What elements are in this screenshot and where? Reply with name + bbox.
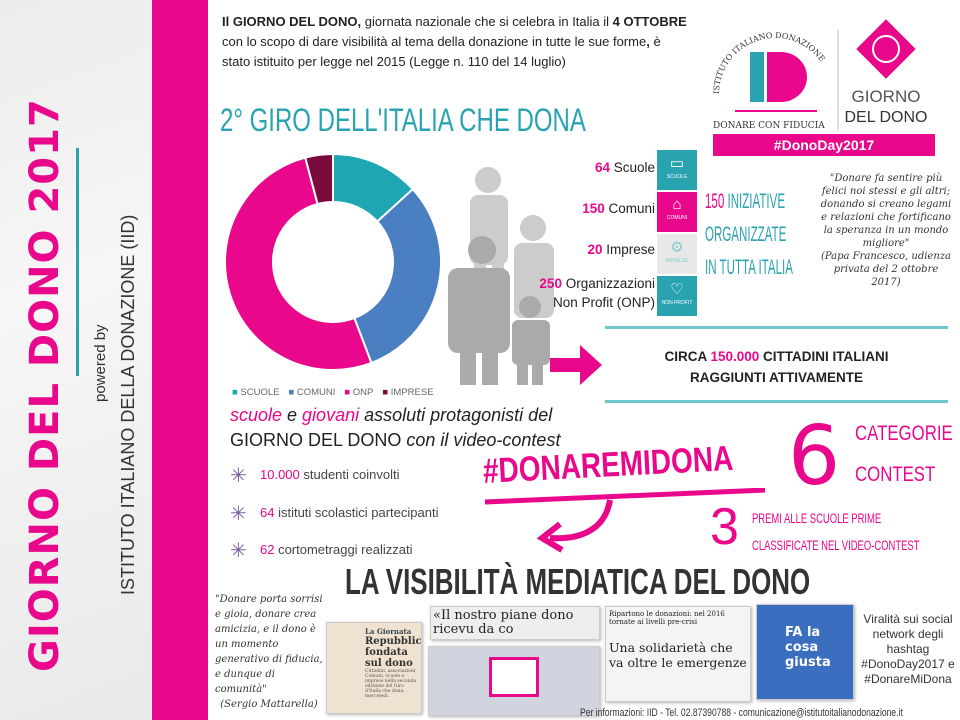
legend-item-scuole: ■ SCUOLE xyxy=(232,387,280,398)
svg-text:DEL DONO: DEL DONO xyxy=(845,109,928,126)
tv-show-photo: FA la cosa giusta xyxy=(756,604,854,700)
divider xyxy=(605,400,948,403)
prizes-label: PREMI ALLE SCUOLE PRIME xyxy=(752,511,882,526)
stat-onp: 250 Organizzazioni Non Profit (ONP) xyxy=(539,276,655,310)
categories-label: CATEGORIE xyxy=(855,422,953,445)
asterisk-icon: ✳ xyxy=(230,503,247,525)
donut-slice-onp xyxy=(224,156,373,371)
press-clipping-pianeta: «Il nostro piane dono ricevu da co xyxy=(430,606,600,640)
main-title: GIORNO DEL DONO 2017 xyxy=(22,98,68,672)
prizes-number: 3 xyxy=(710,498,739,556)
intro-text: Il GIORNO DEL DONO, giornata nazionale c… xyxy=(222,14,687,69)
svg-text:#DonoDay2017: #DonoDay2017 xyxy=(774,137,875,153)
mattarella-quote: "Donare porta sorrisi e gioia, donare cr… xyxy=(215,594,323,710)
social-virality-text: Viralità sui social network degli hashta… xyxy=(861,612,955,686)
legend-item-comuni: ■ COMUNI xyxy=(288,387,336,398)
bullet-students: ✳ 10.000 studenti coinvolti xyxy=(230,465,400,487)
prizes-label-2: CLASSIFICATE NEL VIDEO-CONTEST xyxy=(752,538,920,553)
protagonists-text: scuole e giovani assoluti protagonisti d… xyxy=(230,405,561,450)
gears-icon: ⚙ IMPRESE xyxy=(657,234,697,274)
building-icon: ⌂ COMUNI xyxy=(657,192,697,232)
stat-scuole: 64 Scuole xyxy=(594,160,655,175)
pope-quote: "Donare fa sentire più felici noi stessi… xyxy=(820,173,952,288)
stat-imprese: 20 Imprese xyxy=(587,242,655,257)
divider xyxy=(605,326,948,329)
asterisk-icon: ✳ xyxy=(230,465,247,487)
arrow-right-icon xyxy=(550,345,602,385)
people-figures-icon xyxy=(448,167,554,385)
powered-by: powered by xyxy=(92,324,109,402)
press-clipping-repubblica: La Giornata Repubblica fondata sul dono … xyxy=(326,622,422,714)
footer-contact: Per informazioni: IID - Tel. 02.87390788… xyxy=(580,707,903,719)
svg-text:DONARE CON FIDUCIA: DONARE CON FIDUCIA xyxy=(713,121,825,131)
donut-chart xyxy=(224,152,442,371)
heart-icon: ♡ NON PROFIT xyxy=(657,276,697,316)
legend-item-imprese: ■ IMPRESE xyxy=(382,387,434,398)
chart-legend: ■ SCUOLE ■ COMUNI ■ ONP ■ IMPRESE xyxy=(232,387,443,398)
pink-band xyxy=(152,0,208,720)
donut-slice-comuni xyxy=(353,187,442,365)
bullet-videos: ✳ 62 cortometraggi realizzati xyxy=(230,540,413,562)
tv-studio-photo xyxy=(428,646,600,716)
asterisk-icon: ✳ xyxy=(230,540,247,562)
legend-item-onp: ■ ONP xyxy=(344,387,374,398)
bullet-schools: ✳ 64 istituti scolastici partecipanti xyxy=(230,503,439,525)
stat-comuni: 150 Comuni xyxy=(582,201,655,216)
curved-arrow-icon xyxy=(484,488,766,553)
institute-name: ISTITUTO ITALIANO DELLA DONAZIONE (IID) xyxy=(118,214,138,595)
visibility-title: LA VISIBILITÀ MEDIATICA DEL DONO xyxy=(345,561,811,602)
giro-title: 2° GIRO DELL'ITALIA CHE DONA xyxy=(220,102,586,138)
divider xyxy=(76,148,79,376)
donut-slice-imprese xyxy=(304,152,334,206)
citizens-reached: CIRCA 150.000 CITTADINI ITALIANI RAGGIUNT… xyxy=(664,349,889,385)
contest-label: CONTEST xyxy=(855,463,936,486)
svg-text:GIORNO: GIORNO xyxy=(852,87,921,106)
logo: ISTITUTO ITALIANO DONAZIONE DONARE CON F… xyxy=(705,10,945,160)
book-icon: ▭ SCUOLE xyxy=(657,150,697,190)
iniziative-text: 150 INIZIATIVE ORGANIZZATE IN TUTTA ITALIA xyxy=(705,190,793,279)
categories-number: 6 xyxy=(788,409,841,504)
press-clipping-solidarieta: Ripartono le donazioni: nel 2016 tornate… xyxy=(605,606,751,702)
